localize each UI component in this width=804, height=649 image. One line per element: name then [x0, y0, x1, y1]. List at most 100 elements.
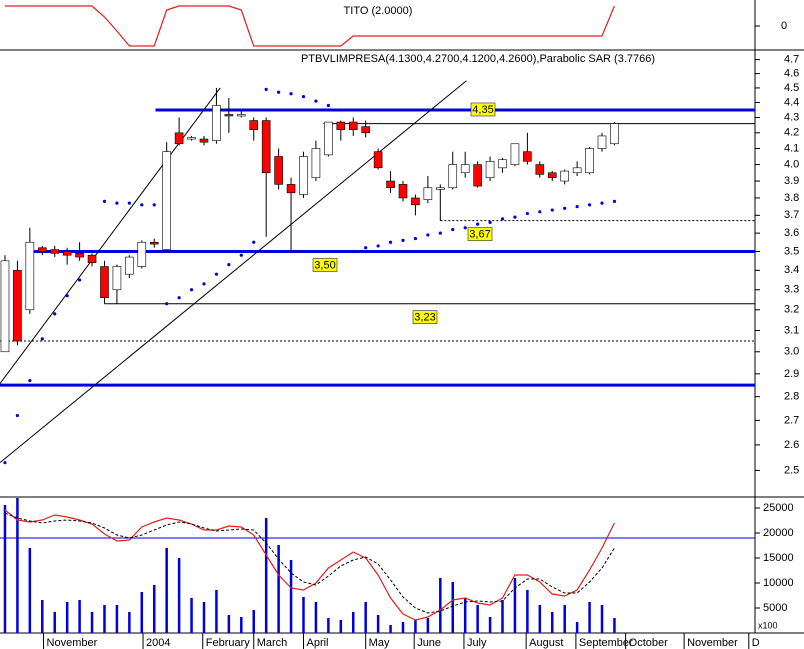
sar-dot — [488, 220, 492, 224]
candle-body — [485, 161, 495, 179]
sar-dot — [3, 461, 7, 465]
volume-bar — [488, 617, 492, 633]
sar-dot — [550, 208, 554, 212]
volume-bar — [613, 618, 616, 633]
volume-bar — [227, 615, 231, 633]
sar-dot — [28, 379, 32, 383]
x-tick-label: July — [467, 637, 487, 649]
sar-dot — [376, 244, 380, 248]
candle-body — [386, 180, 395, 189]
volume-bar — [314, 602, 318, 633]
candle-body — [473, 164, 482, 187]
volume-bar — [451, 582, 455, 633]
sar-dot — [600, 201, 604, 205]
y-tick-label: 15000 — [763, 552, 794, 564]
y-tick-label: 4.3 — [784, 111, 799, 123]
candle-body — [112, 266, 122, 291]
candle-body — [199, 138, 209, 143]
candle-body — [0, 260, 10, 353]
y-tick-label: 3.1 — [784, 324, 799, 336]
sar-dot — [438, 231, 442, 235]
volume-bar — [78, 600, 81, 633]
sar-dot — [538, 210, 542, 214]
volume-bar — [551, 612, 554, 633]
candle-body — [398, 184, 408, 199]
candle-body — [62, 251, 72, 256]
candle-body — [13, 270, 22, 342]
y-tick-label: 3.2 — [784, 304, 799, 316]
y-tick-label: 3.5 — [784, 245, 799, 257]
candle-body — [436, 187, 445, 190]
sar-dot — [189, 288, 194, 292]
volume-bar — [140, 592, 144, 633]
volume-bar — [28, 548, 32, 633]
sar-dot — [53, 312, 57, 316]
candle-body — [174, 132, 184, 145]
candle-body — [348, 121, 358, 131]
y-tick-label: 4.5 — [784, 82, 799, 94]
volume-bar — [252, 610, 255, 633]
volume-bar — [538, 605, 542, 633]
candle-body — [261, 120, 271, 174]
volume-bar — [240, 617, 243, 633]
volume-bar — [463, 598, 467, 633]
y-tick-label: 3.7 — [784, 209, 799, 221]
x-tick-label: 2004 — [146, 637, 170, 649]
y-tick-label: 4.2 — [784, 127, 799, 139]
sar-dot — [177, 296, 181, 300]
candle-body — [149, 241, 159, 245]
y-tick-label: 25000 — [763, 502, 794, 514]
candle-body — [37, 247, 47, 252]
candle-body — [75, 253, 84, 258]
y-tick-label: 0 — [781, 20, 787, 32]
volume-bar — [302, 597, 305, 633]
y-tick-label: 2.8 — [784, 391, 799, 403]
candle-body — [411, 197, 420, 206]
volume-bar — [16, 498, 19, 633]
volume-bar — [401, 622, 405, 633]
volume-bar — [389, 625, 392, 633]
sar-dot — [202, 282, 206, 286]
trendline — [0, 80, 467, 464]
candle-body — [373, 151, 383, 169]
volume-bar — [202, 602, 206, 633]
sar-dot — [451, 227, 455, 232]
x-tick-label: April — [306, 637, 328, 649]
level-label-box — [470, 102, 496, 117]
volume-bar — [351, 612, 355, 633]
volume-bar — [513, 578, 517, 633]
volume-bar — [563, 605, 566, 633]
chart-title: PTBVLIMPRESA(4.1300,4.2700,4.1200,4.2600… — [301, 53, 655, 65]
sar-dot — [40, 337, 44, 341]
sar-dot — [476, 222, 480, 226]
volume-bar — [376, 615, 380, 633]
level-label: 4,35 — [472, 104, 493, 116]
level-label: 3,67 — [469, 229, 490, 241]
y-tick-label: 4.0 — [784, 158, 799, 170]
sar-dot — [587, 203, 592, 207]
y-tick-label: 2.6 — [784, 439, 799, 451]
y-tick-label: 3.6 — [784, 227, 799, 239]
x-tick-label: October — [629, 637, 668, 649]
sar-dot — [115, 201, 119, 205]
candle-body — [237, 114, 246, 117]
sar-dot — [140, 203, 144, 207]
trendline — [0, 87, 221, 384]
x-tick-label: June — [417, 637, 441, 649]
level-label: 3,23 — [414, 312, 435, 324]
candle-body — [585, 148, 594, 174]
sar-dot — [413, 236, 418, 241]
y-tick-label: 3.4 — [784, 264, 799, 276]
sar-dot — [78, 278, 82, 282]
volume-bar — [526, 590, 529, 633]
volume-bar — [289, 560, 293, 633]
candle-body — [336, 121, 346, 131]
volume-bar — [215, 590, 218, 633]
volume-bar — [414, 620, 417, 633]
tito-title: TITO (2.0000) — [344, 5, 413, 17]
sar-dot — [102, 199, 107, 203]
candle-body — [324, 121, 333, 156]
candle-body — [162, 151, 171, 250]
sar-dot — [513, 215, 517, 219]
